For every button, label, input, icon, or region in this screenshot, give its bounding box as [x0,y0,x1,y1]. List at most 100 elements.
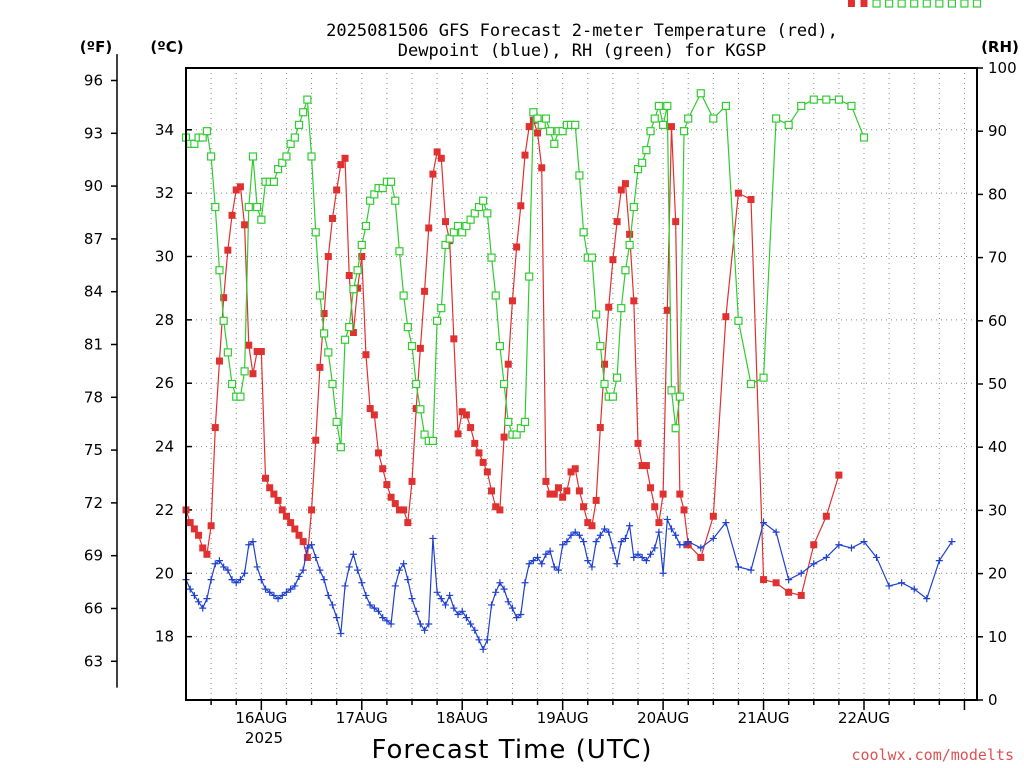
temperature-point [621,180,629,188]
dewpoint-point [772,528,780,536]
temperature-point [542,477,550,485]
dewpoint-point [734,563,742,571]
fahrenheit-tick-label: 81 [84,335,103,353]
dewpoint-point [663,515,671,523]
temperature-point [245,341,253,349]
temperature-point [450,335,458,343]
temperature-point [567,468,575,476]
x-tick-label: 19AUG [537,709,589,727]
temperature-point [375,449,383,457]
rh-point [395,247,404,256]
rh-point [453,221,463,231]
dewpoint-point [492,588,500,596]
temperature-point [278,506,286,514]
rh-point [294,120,304,129]
dewpoint-point [345,563,353,571]
temperature-point [797,591,805,599]
celsius-tick-label: 30 [155,247,174,265]
rh-point [441,240,450,250]
dewpoint-point [328,601,336,609]
dewpoint-point [416,620,424,628]
rh-point [223,348,232,357]
temperature-point [421,287,429,295]
dewpoint-point [433,588,441,596]
rh-point [587,253,597,262]
dewpoint-point [513,614,521,622]
rh-point [600,379,609,389]
temperature-point [630,297,638,305]
dewpoint-point [559,541,567,549]
rh-point [621,266,630,275]
rh-point [278,158,287,167]
temperature-point [312,436,320,444]
rh-point [349,285,358,294]
dewpoint-point [266,588,274,596]
temperature-point [358,252,366,260]
fahrenheit-tick-label: 93 [84,124,103,142]
temperature-point [404,519,412,527]
rh-point [684,114,693,123]
celsius-tick-label: 20 [155,564,174,582]
temperature-point [333,186,341,194]
rh-point [458,228,467,237]
dewpoint-point [220,563,228,571]
temperature-point [308,506,316,514]
rh-point [834,95,843,104]
rh-point [202,127,212,136]
dewpoint-point [655,528,663,536]
x-tick-label: 20AUG [637,709,689,727]
dewpoint-point [425,620,433,628]
temperature-point [676,490,684,498]
dewpoint-point [647,550,655,558]
series-rh [181,0,982,452]
dewpoint-point [697,544,705,552]
rh-point [516,424,525,433]
celsius-tick-label: 32 [155,184,174,202]
dewpoint-point [760,519,768,527]
rh-point [211,202,220,212]
x-tick-label: 22AUG [838,709,890,727]
dewpoint-point [948,538,956,546]
temperature-point [475,449,483,457]
temperature-point [337,161,345,169]
rh-point [437,304,446,313]
temperature-point [860,0,868,7]
temperature-point [667,123,675,131]
dewpoint-point [496,579,504,587]
temperature-point [617,186,625,194]
dewpoint-point [295,572,303,580]
dewpoint-point [525,560,533,568]
rh-point [633,165,643,174]
rh-point [847,101,856,111]
rh-point [236,392,245,401]
year-label: 2025 [245,729,283,747]
rh-point [546,127,555,136]
rh-point [253,202,262,212]
rh-point [675,392,684,401]
rh-tick-label: 70 [988,249,1007,267]
rh-point [947,0,956,8]
rh-point [487,253,496,262]
fahrenheit-tick-label: 69 [84,547,103,565]
temperature-point [253,348,261,356]
temperature-point [320,310,328,318]
dewpoint-point [546,547,554,555]
rh-point [596,341,605,351]
rh-point [537,120,546,129]
dewpoint-point [672,531,680,539]
dewpoint-point [207,576,215,584]
temperature-point [709,512,717,520]
rh-axis: 0 10 20 30 40 50 60 70 80 90 100 [977,59,1017,709]
temperature-point [203,550,211,558]
temperature-point [508,297,516,305]
dewpoint-point [638,553,646,561]
dewpoint-point [450,604,458,612]
temperature-point [538,164,546,172]
rh-tick-label: 60 [988,312,1007,330]
dewpoint-point [446,591,454,599]
dewpoint-point [504,598,512,606]
temperature-point [274,496,282,504]
rh-point [679,127,689,136]
dewpoint-point [542,550,550,558]
